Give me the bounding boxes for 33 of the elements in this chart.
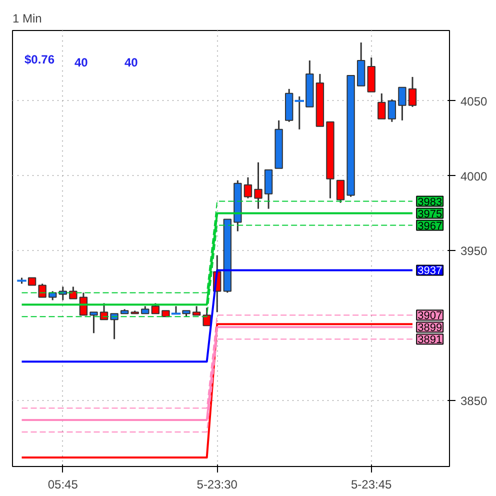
candlestick xyxy=(398,86,406,122)
candlestick xyxy=(336,180,345,204)
data-label: 3975 xyxy=(418,208,442,220)
data-label: 3891 xyxy=(418,334,442,346)
candlestick xyxy=(110,312,118,340)
candlestick xyxy=(254,162,262,210)
y-tick-label: 4050 xyxy=(460,94,488,108)
x-tick-label: 5-23:30 xyxy=(196,478,238,492)
annotation: 40 xyxy=(74,56,88,70)
data-label: 3967 xyxy=(418,220,442,232)
candlestick xyxy=(38,282,46,298)
candlestick xyxy=(264,169,273,210)
annotation: 40 xyxy=(124,56,138,70)
y-tick-label: 4000 xyxy=(460,169,488,184)
x-tick-label: 5-23:45 xyxy=(351,478,392,492)
candlestick xyxy=(100,302,108,320)
candlestick xyxy=(69,286,78,300)
data-label: 3983 xyxy=(418,196,442,208)
candlestick xyxy=(388,98,396,123)
data-label: 3899 xyxy=(418,322,442,334)
candlestick xyxy=(151,302,160,314)
y-tick-label: 3950 xyxy=(460,244,488,258)
candlestick xyxy=(408,76,417,108)
data-label: 3937 xyxy=(418,265,442,278)
annotation: $0.76 xyxy=(24,52,55,66)
y-tick-label: 3850 xyxy=(460,394,488,408)
candlestick xyxy=(378,92,386,120)
candlestick xyxy=(202,306,211,326)
data-label: 3907 xyxy=(418,310,442,322)
chart-title: 1 Min xyxy=(12,12,42,26)
x-tick-label: 05:45 xyxy=(48,478,78,492)
candlestick xyxy=(244,176,252,200)
candlestick xyxy=(90,311,98,334)
